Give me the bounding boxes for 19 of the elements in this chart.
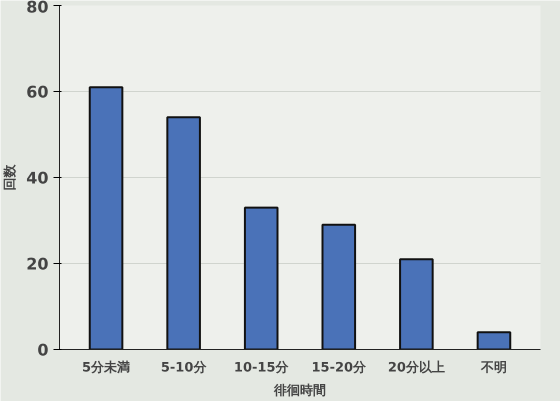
x-axis-title: 徘徊時間 — [273, 384, 326, 398]
y-tick-label: 60 — [26, 82, 48, 102]
y-tick-label: 40 — [26, 168, 48, 188]
bar — [88, 86, 124, 350]
y-tick-label: 80 — [26, 0, 48, 16]
bar — [399, 258, 434, 350]
x-tick-label: 15-20分 — [312, 360, 368, 376]
bar — [322, 224, 356, 350]
x-tick-label: 20分以上 — [388, 360, 445, 376]
y-tick-label: 20 — [26, 254, 48, 274]
bar — [166, 116, 201, 350]
bar — [476, 331, 512, 350]
y-tick-label: 0 — [37, 340, 49, 360]
y-axis-title: 回数 — [3, 164, 18, 190]
x-tick-label: 不明 — [480, 360, 507, 376]
bar — [244, 206, 278, 350]
x-tick-label: 5分未満 — [82, 360, 130, 376]
x-tick-label: 5-10分 — [160, 360, 208, 376]
x-tick-label: 10-15分 — [234, 360, 290, 376]
